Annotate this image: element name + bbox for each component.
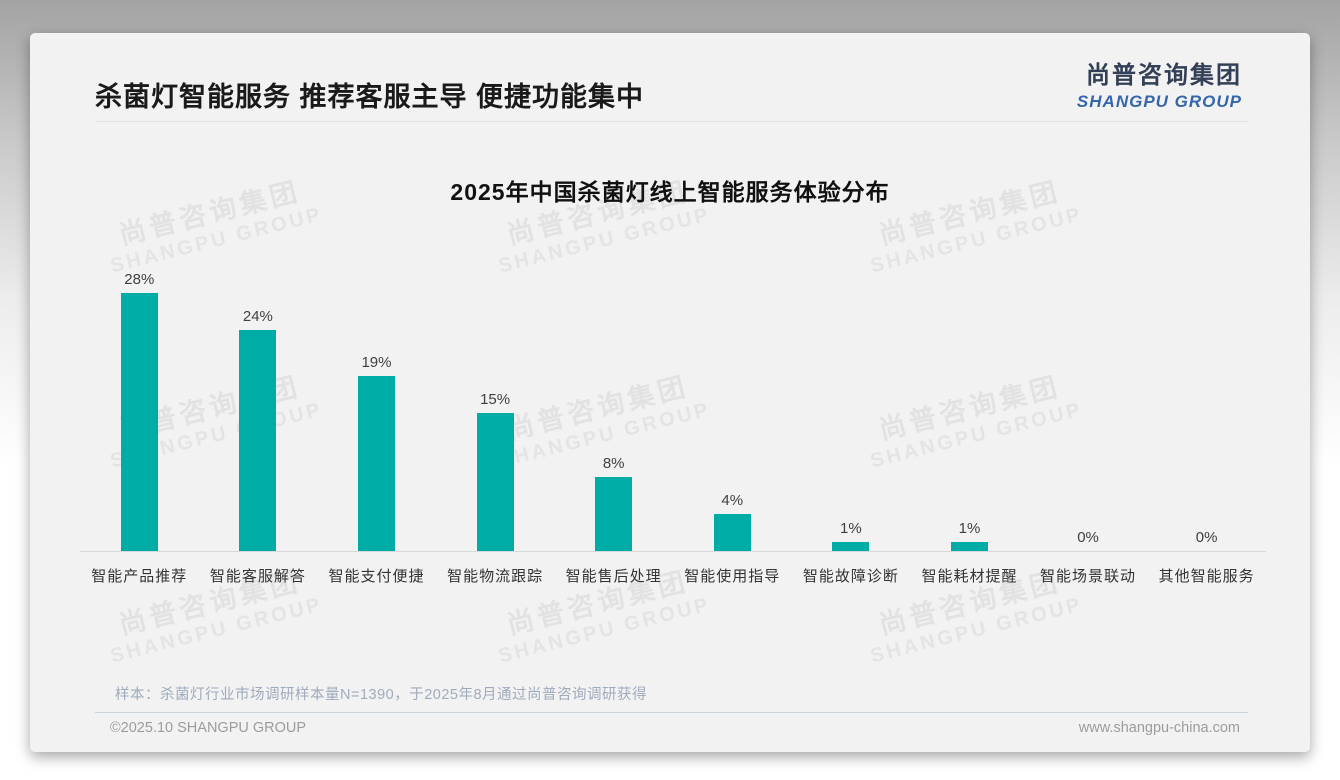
sample-note: 样本：杀菌灯行业市场调研样本量N=1390，于2025年8月通过尚普咨询调研获得 [115, 687, 648, 703]
bar-value-label: 28% [124, 271, 155, 288]
category-label: 智能产品推荐 [91, 568, 188, 585]
company-logo: 尚普咨询集团 SHANGPU GROUP [1077, 55, 1242, 112]
bar-column: 4% [673, 261, 792, 551]
bar-value-label: 8% [602, 455, 625, 472]
watermark-english-text: SHANGPU GROUP [108, 593, 325, 668]
x-axis-line [80, 551, 1266, 552]
page-title: 杀菌灯智能服务 推荐客服主导 便捷功能集中 [95, 82, 645, 112]
bar [476, 413, 514, 551]
copyright-text: ©2025.10 SHANGPU GROUP [110, 720, 307, 736]
bar-value-label: 4% [721, 492, 744, 509]
logo-english-name: SHANGPU GROUP [1076, 92, 1242, 111]
bar-column: 15% [436, 261, 555, 551]
footer-divider [95, 712, 1248, 713]
x-axis-labels: 智能产品推荐 智能客服解答 智能支付便捷 智能物流跟踪 智能售后处理 智能使用指导 智能故障… [80, 565, 1266, 586]
website-url[interactable]: www.shangpu-china.com [1078, 720, 1240, 736]
slide-card: 杀菌灯智能服务 推荐客服主导 便捷功能集中 尚普咨询集团 SHANGPU GRO… [30, 33, 1310, 752]
bar-column: 28% [80, 261, 199, 551]
bar [357, 376, 395, 551]
bar-column: 24% [199, 261, 318, 551]
category-label: 智能物流跟踪 [447, 568, 544, 585]
bar-value-label: 24% [242, 308, 273, 325]
header-divider [95, 121, 1248, 122]
bar-column: 8% [554, 261, 673, 551]
bar-chart: 28% 24% 19% 15% 8% 4% 1% 1% 0% 0% 智能产品推荐 智能客服解答 智能支… [80, 261, 1266, 586]
category-label: 智能客服解答 [209, 568, 306, 585]
bar-value-label: 15% [480, 391, 511, 408]
category-label: 智能使用指导 [684, 568, 781, 585]
bar-value-label: 1% [958, 520, 981, 537]
logo-chinese-name: 尚普咨询集团 [1086, 62, 1242, 89]
bar-column: 19% [317, 261, 436, 551]
bar [239, 330, 277, 551]
bar [950, 542, 988, 551]
bar-value-label: 0% [1077, 529, 1099, 546]
bar-column: 0% [1147, 261, 1266, 551]
chart-title: 2025年中国杀菌灯线上智能服务体验分布 [450, 179, 890, 205]
bar-column: 0% [1029, 261, 1148, 551]
watermark-english-text: SHANGPU GROUP [868, 593, 1085, 668]
bar [595, 477, 633, 551]
watermark-english-text: SHANGPU GROUP [496, 593, 713, 668]
category-label: 智能耗材提醒 [921, 568, 1018, 585]
bar-column: 1% [792, 261, 911, 551]
bar-value-label: 1% [840, 520, 862, 537]
bar-value-label: 19% [361, 354, 392, 371]
category-label: 智能故障诊断 [802, 568, 899, 585]
category-label: 智能售后处理 [565, 568, 662, 585]
category-label: 其他智能服务 [1158, 568, 1255, 585]
chart-plot-area: 28% 24% 19% 15% 8% 4% 1% 1% 0% 0% [80, 261, 1266, 551]
bar [120, 293, 158, 551]
bar [713, 514, 751, 551]
category-label: 智能场景联动 [1040, 568, 1137, 585]
category-label: 智能支付便捷 [328, 568, 425, 585]
bar [832, 542, 870, 551]
bar-value-label: 0% [1195, 529, 1218, 546]
bar-column: 1% [910, 261, 1029, 551]
